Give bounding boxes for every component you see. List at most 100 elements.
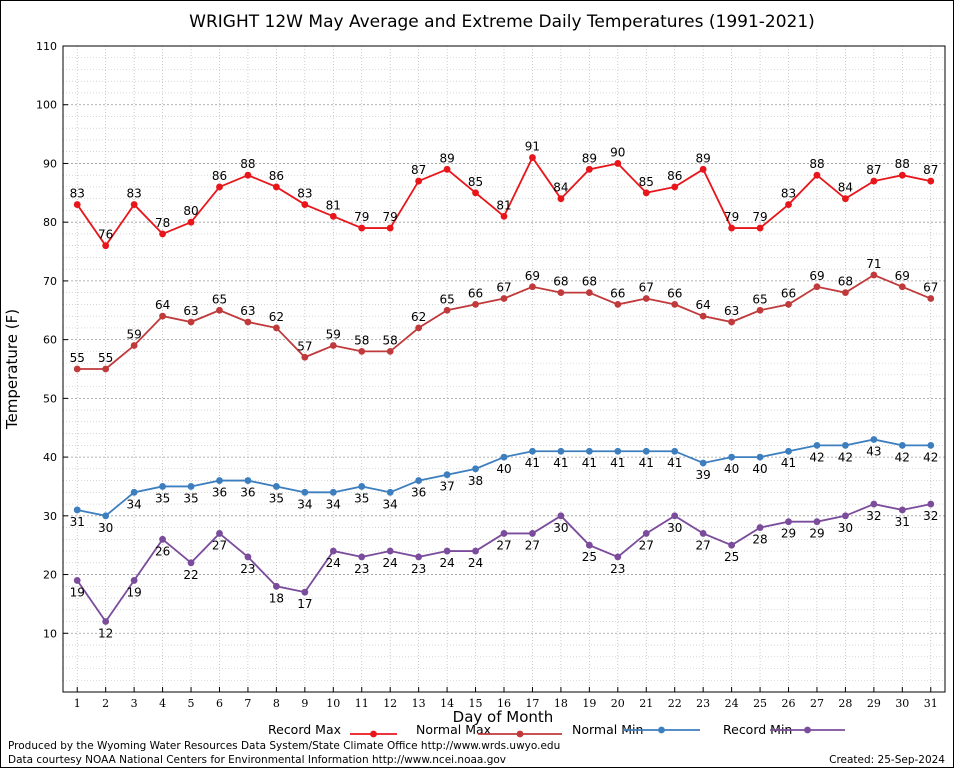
data-label: 35: [155, 491, 170, 505]
data-point: [585, 165, 593, 173]
data-label: 23: [354, 562, 369, 576]
data-point: [728, 453, 736, 461]
data-label: 39: [696, 468, 711, 482]
y-tick-label: 70: [43, 275, 57, 288]
data-label: 80: [183, 204, 198, 218]
x-tick-label: 19: [582, 697, 596, 710]
data-point: [614, 160, 622, 167]
data-label: 65: [212, 292, 227, 306]
x-tick-label: 14: [440, 697, 454, 710]
x-tick-label: 29: [867, 697, 881, 710]
data-point: [187, 318, 195, 326]
data-point: [927, 500, 935, 508]
data-point: [358, 553, 366, 561]
data-point: [130, 577, 138, 584]
data-label: 18: [269, 591, 284, 605]
data-point: [557, 195, 565, 203]
series-record-min: 19 12 19 26 22 27 23 18 17 24 23 24 23 24 24 27 27 30 25 23…: [70, 500, 938, 641]
data-point: [472, 301, 479, 308]
data-point: [870, 436, 878, 443]
data-label: 58: [354, 333, 369, 347]
data-point: [272, 183, 280, 191]
data-label: 84: [838, 181, 853, 195]
x-tick-label: 3: [131, 697, 138, 710]
data-label: 68: [838, 275, 853, 289]
x-tick-label: 1: [74, 697, 81, 710]
series-record-max: 83 76 83 78 80 86 88 86 83 81 79 79 87 89 85 81 91 84 89 90…: [70, 140, 938, 250]
data-point: [756, 453, 764, 461]
series-normal-min: 31 30 34 35 35 36 36 35 34 34 35 34 36 37 38 40 41 41 41 41…: [70, 436, 938, 535]
data-label: 79: [354, 210, 369, 224]
x-tick-label: 13: [412, 697, 426, 710]
data-label: 24: [326, 556, 341, 570]
data-point: [813, 283, 821, 291]
data-point: [216, 477, 223, 484]
data-point: [272, 324, 280, 332]
data-point: [159, 535, 166, 543]
x-tick-label: 12: [383, 697, 397, 710]
data-point: [244, 477, 252, 484]
data-point: [329, 342, 337, 349]
data-label: 25: [724, 550, 739, 564]
data-label: 55: [70, 351, 85, 365]
data-label: 89: [439, 151, 454, 165]
data-label: 63: [724, 304, 739, 318]
data-label: 34: [383, 497, 398, 511]
data-point: [415, 477, 423, 484]
data-label: 41: [781, 456, 796, 470]
y-tick-label: 110: [36, 40, 57, 53]
legend-marker: [804, 726, 811, 734]
data-point: [272, 582, 280, 590]
data-point: [329, 488, 337, 496]
x-tick-label: 11: [355, 697, 369, 710]
data-point: [187, 218, 195, 226]
data-point: [728, 541, 736, 549]
data-point: [671, 447, 679, 455]
data-label: 59: [126, 328, 141, 342]
data-label: 31: [70, 515, 85, 529]
data-label: 76: [98, 228, 113, 242]
data-label: 67: [639, 281, 654, 295]
data-point: [386, 224, 394, 232]
data-label: 24: [468, 556, 483, 570]
data-point: [102, 365, 110, 373]
data-label: 37: [439, 480, 454, 494]
data-point: [699, 530, 707, 537]
data-label: 40: [496, 462, 511, 476]
y-tick-label: 30: [43, 510, 57, 523]
data-label: 69: [809, 269, 824, 283]
data-label: 26: [155, 544, 170, 558]
data-label: 30: [98, 521, 113, 535]
data-point: [358, 224, 366, 232]
data-label: 55: [98, 351, 113, 365]
data-label: 17: [297, 597, 312, 611]
data-label: 29: [781, 527, 796, 541]
data-point: [73, 365, 81, 373]
data-label: 36: [212, 486, 227, 500]
data-label: 23: [240, 562, 255, 576]
data-label: 41: [553, 456, 568, 470]
data-point: [272, 483, 280, 490]
x-tick-label: 10: [326, 697, 340, 710]
legend-entry-record-min: Record Min: [723, 722, 845, 737]
data-point: [386, 488, 394, 496]
data-point: [386, 347, 394, 355]
data-point: [130, 488, 138, 496]
y-tick-label: 90: [43, 157, 57, 170]
data-label: 34: [297, 497, 312, 511]
data-point: [73, 506, 81, 514]
data-point: [585, 289, 593, 297]
data-point: [415, 553, 423, 561]
data-point: [642, 189, 650, 197]
data-point: [842, 512, 849, 520]
x-tick-label: 20: [611, 697, 625, 710]
data-label: 35: [183, 491, 198, 505]
data-label: 84: [553, 181, 568, 195]
data-point: [927, 177, 935, 185]
data-point: [842, 289, 849, 297]
data-label: 42: [838, 450, 853, 464]
data-label: 66: [781, 286, 796, 300]
data-point: [329, 547, 337, 555]
data-point: [927, 295, 935, 302]
